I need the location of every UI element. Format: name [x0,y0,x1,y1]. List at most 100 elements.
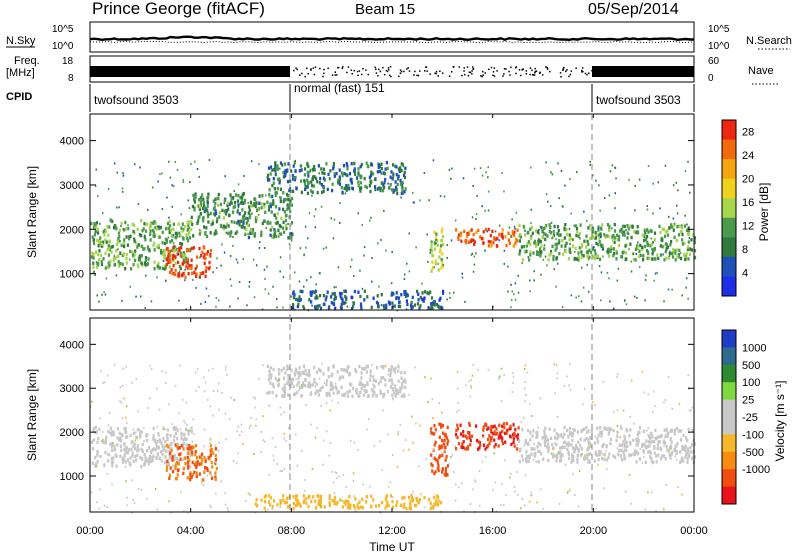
echo-cell [111,219,114,224]
colorbar-swatch [722,256,736,277]
echo-cell [319,369,322,373]
echo-cell [577,251,580,255]
echo-cell [436,243,439,247]
echo-cell [296,298,299,302]
echo-cell [569,178,571,181]
echo-cell [469,438,472,443]
echo-cell [431,464,434,468]
echo-cell [137,203,140,206]
echo-cell [149,229,152,233]
echo-cell [431,398,434,400]
echo-cell [574,448,577,452]
echo-cell [132,428,134,431]
echo-cell [430,240,433,244]
echo-cell [273,459,275,462]
echo-cell [113,263,116,266]
echo-cell [218,215,221,219]
freq-sample [503,73,505,75]
echo-cell [275,216,278,220]
echo-cell [353,506,356,510]
echo-cell [387,504,390,508]
echo-cell [601,244,604,248]
echo-cell [647,433,649,436]
echo-cell [136,445,139,450]
echo-cell [470,386,473,389]
echo-cell [609,249,612,253]
echo-cell [323,302,326,306]
echo-cell [307,237,309,240]
echo-cell [144,456,147,460]
echo-cell [461,272,463,275]
echo-cell [455,447,458,451]
echo-cell [547,449,550,453]
echo-cell [645,439,648,443]
echo-cell [313,165,316,169]
echo-cell [457,401,459,404]
echo-cell [549,436,553,441]
echo-cell [235,462,238,465]
echo-cell [623,230,626,234]
echo-cell [554,392,556,395]
echo-cell [346,305,349,308]
echo-cell [618,448,621,453]
echo-cell [375,379,378,383]
colorbar-swatch [722,178,736,199]
echo-cell [188,236,191,240]
echo-cell [274,222,277,225]
echo-cell [120,261,123,266]
echo-cell [108,225,111,229]
echo-cell [224,212,228,216]
echo-cell [214,454,217,458]
echo-cell [656,271,658,274]
echo-cell [480,237,483,241]
echo-cell [428,199,430,202]
echo-cell [199,200,202,204]
echo-cell [530,222,532,225]
echo-cell [124,267,127,271]
echo-cell [537,251,540,255]
echo-cell [551,455,555,459]
echo-cell [92,241,96,245]
echo-cell [120,221,123,225]
echo-cell [226,373,228,376]
noise-left-label: N.Sky [6,35,36,47]
echo-cell [543,232,546,236]
echo-cell [482,236,485,241]
echo-cell [625,229,627,232]
echo-cell [214,211,218,216]
echo-cell [285,368,288,371]
echo-cell [97,195,99,198]
echo-cell [224,175,226,178]
echo-cell [124,448,128,453]
echo-cell [280,216,283,221]
echo-cell [202,206,205,211]
echo-cell [651,257,654,261]
echo-cell [547,458,550,463]
echo-cell [269,204,272,209]
echo-cell [345,173,348,177]
echo-cell [238,223,241,226]
echo-cell [102,381,104,384]
echo-cell [417,292,420,296]
echo-cell [461,482,463,485]
echo-cell [238,281,241,283]
echo-cell [107,247,111,251]
echo-cell [653,445,656,449]
echo-cell [652,182,654,185]
echo-cell [471,216,474,219]
freq-sample [356,70,359,73]
echo-cell [369,189,372,194]
echo-cell [209,453,212,457]
echo-cell [392,190,395,194]
echo-cell [209,253,212,257]
echo-cell [192,418,194,421]
echo-cell [269,376,272,380]
echo-cell [224,412,227,415]
echo-cell [284,371,287,375]
echo-cell [339,202,341,204]
echo-cell [401,186,404,190]
echo-cell [240,225,244,229]
echo-cell [243,214,246,218]
echo-cell [580,255,583,260]
echo-cell [485,423,488,427]
